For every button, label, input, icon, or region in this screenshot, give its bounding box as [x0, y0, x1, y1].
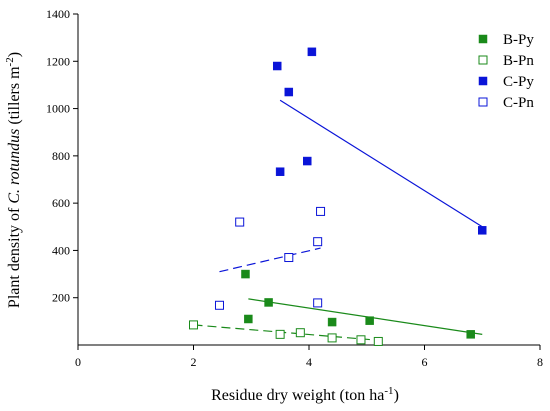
point-c-pn — [313, 237, 323, 247]
trendline-b-pn — [193, 324, 379, 341]
x-title-superscript: -1 — [384, 385, 393, 397]
point-c-py — [275, 167, 285, 176]
y-axis-ticks: 200 400 600 800 1000 1200 1400 — [46, 7, 78, 305]
x-axis-ticks: 0 2 4 6 8 — [75, 345, 543, 369]
trendline-c-py — [279, 99, 483, 228]
point-b-pn — [373, 336, 383, 346]
y-tick-label: 1200 — [46, 54, 70, 68]
y-title-text-end: ) — [6, 52, 23, 57]
x-title-text: Residue dry weight (ton ha — [211, 387, 384, 404]
legend-marker-b-pn — [478, 55, 488, 65]
point-b-py — [264, 298, 273, 307]
point-b-pn — [275, 329, 285, 339]
point-b-py — [241, 269, 250, 279]
legend-label: C-Py — [503, 74, 534, 90]
point-b-pn — [189, 320, 198, 330]
point-b-pn — [327, 333, 337, 343]
point-b-pn — [295, 328, 305, 338]
y-axis-title: Plant density of C. rotundus (tillers m-… — [4, 52, 23, 308]
data-points — [189, 47, 487, 346]
x-tick-label: 6 — [422, 355, 428, 369]
y-tick-label: 600 — [52, 196, 70, 210]
point-c-py — [284, 87, 294, 97]
legend-marker-c-py — [478, 76, 488, 86]
x-tick-label: 0 — [75, 355, 81, 369]
legend: B-Py B-Pn C-Py C-Pn — [478, 32, 534, 111]
point-b-py — [327, 317, 337, 327]
y-title-superscript: -2 — [4, 57, 16, 66]
x-tick-label: 4 — [306, 355, 312, 369]
y-title-text: Plant density of — [6, 204, 23, 308]
trendline-b-py — [248, 298, 483, 335]
point-c-pn — [235, 217, 245, 227]
y-title-unit: (tillers m — [6, 66, 23, 129]
plot-area: 0 2 4 6 8 200 400 600 800 1000 1200 1400 — [46, 7, 543, 369]
point-c-py — [307, 47, 317, 57]
y-tick-label: 1400 — [46, 7, 70, 21]
legend-label: B-Pn — [503, 53, 534, 69]
y-tick-label: 200 — [52, 291, 70, 305]
point-b-py — [466, 330, 475, 339]
x-tick-label: 2 — [191, 355, 197, 369]
point-c-pn — [214, 300, 224, 310]
point-b-py — [365, 316, 374, 325]
x-title-text-end: ) — [394, 387, 399, 404]
point-b-py — [244, 314, 253, 324]
y-title-species: C. rotundus — [6, 129, 23, 204]
legend-label: B-Py — [503, 32, 534, 48]
point-b-pn — [356, 335, 366, 345]
x-axis-title: Residue dry weight (ton ha-1) — [211, 385, 399, 404]
legend-label: C-Pn — [503, 95, 534, 111]
point-c-pn — [316, 206, 326, 216]
x-tick-label: 8 — [537, 355, 543, 369]
point-c-py — [478, 226, 487, 235]
y-tick-label: 1000 — [46, 102, 70, 116]
point-c-py — [272, 61, 282, 71]
trendline-c-pn — [219, 247, 321, 273]
legend-marker-b-py — [478, 34, 488, 44]
point-c-py — [303, 156, 312, 166]
trend-lines — [193, 99, 483, 341]
point-c-pn — [313, 298, 323, 308]
y-tick-label: 800 — [52, 149, 70, 163]
y-tick-label: 400 — [52, 243, 70, 257]
point-c-pn — [284, 253, 294, 263]
legend-marker-c-pn — [478, 97, 488, 107]
